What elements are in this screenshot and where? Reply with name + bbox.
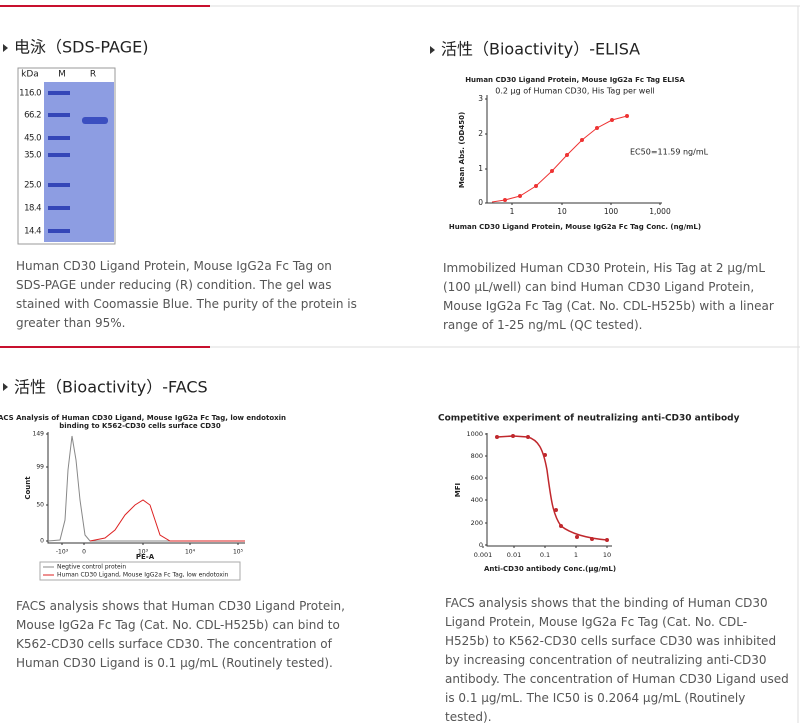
- x-tick-label: 0.01: [507, 551, 521, 559]
- marker-label: 25.0: [24, 181, 41, 191]
- legend-label: Human CD30 Ligand, Mouse IgG2a Fc Tag, l…: [57, 572, 229, 579]
- heading: 活性（Bioactivity）-FACS: [14, 378, 208, 397]
- x-tick-label: 0.1: [540, 551, 550, 559]
- lane-label: kDa: [21, 70, 39, 80]
- legend-label: Negtive control protein: [57, 564, 126, 571]
- lane-label: M: [58, 70, 66, 80]
- axes: [486, 433, 612, 547]
- marker-label: 66.2: [24, 111, 41, 121]
- lane-label: R: [90, 70, 96, 80]
- x-tick-label: 10: [557, 207, 567, 216]
- x-tick-label: 0.001: [474, 551, 493, 559]
- y-tick-label: 400: [471, 496, 483, 504]
- y-tick-label: 0: [479, 541, 483, 549]
- x-tick-label: -10³: [56, 549, 69, 556]
- chart-title: FACS Analysis of Human CD30 Ligand, Mous…: [0, 414, 286, 422]
- x-tick-label: 10³: [138, 549, 149, 556]
- bullet: [3, 383, 8, 391]
- description: Human CD30 Ligand Protein, Mouse IgG2a F…: [16, 259, 357, 330]
- curve: [496, 435, 608, 541]
- description: FACS analysis shows that the binding of …: [445, 596, 789, 723]
- marker-band: [48, 206, 70, 210]
- marker-band: [48, 183, 70, 187]
- x-tick-label: 0: [82, 549, 86, 556]
- heading: 电泳（SDS-PAGE): [14, 38, 148, 57]
- axes: [47, 432, 245, 544]
- x-axis-label: PE-A: [136, 553, 155, 561]
- gel-band: [82, 117, 108, 124]
- marker-band: [48, 229, 70, 233]
- curve: [491, 115, 628, 203]
- chart-title: Human CD30 Ligand Protein, Mouse IgG2a F…: [465, 76, 685, 84]
- marker-band: [48, 91, 70, 95]
- legend: [39, 561, 241, 581]
- y-tick-label: 2: [478, 129, 483, 138]
- marker-band: [48, 136, 70, 140]
- marker-label: 18.4: [24, 204, 41, 214]
- x-axis-label: Anti-CD30 antibody Conc.(μg/mL): [484, 565, 616, 573]
- marker-band: [48, 113, 70, 117]
- x-axis-label: Human CD30 Ligand Protein, Mouse IgG2a F…: [449, 223, 701, 231]
- heading: 活性（Bioactivity）-ELISA: [441, 40, 640, 59]
- x-tick-label: 100: [604, 207, 619, 216]
- y-axis-label: Count: [24, 476, 32, 500]
- marker-label: 45.0: [24, 134, 41, 144]
- y-tick-label: 1000: [466, 430, 483, 438]
- y-tick-label: 200: [471, 519, 483, 527]
- y-axis-label: MFI: [454, 483, 462, 497]
- chart-subtitle: 0.2 μg of Human CD30, His Tag per well: [495, 87, 654, 96]
- y-tick-label: 99: [36, 464, 44, 471]
- marker-label: 14.4: [24, 227, 41, 237]
- marker-label: 116.0: [19, 89, 41, 99]
- x-tick-label: 10⁴: [185, 549, 196, 556]
- y-tick-label: 149: [33, 431, 45, 438]
- histogram: [89, 499, 245, 542]
- y-tick-label: 800: [471, 452, 483, 460]
- marker-label: 35.0: [24, 151, 41, 161]
- x-tick-label: 1,000: [649, 207, 671, 216]
- x-tick-label: 10: [603, 551, 611, 559]
- y-tick-label: 3: [478, 94, 483, 103]
- y-tick-label: 0: [478, 198, 483, 207]
- x-tick-label: 10⁵: [233, 549, 244, 556]
- bullet: [430, 46, 435, 54]
- description: FACS analysis shows that Human CD30 Liga…: [16, 599, 345, 670]
- x-tick-label: 1: [574, 551, 578, 559]
- chart-title: binding to K562-CD30 cells surface CD30: [59, 422, 221, 430]
- annotation: EC50=11.59 ng/mL: [630, 148, 709, 157]
- marker-band: [48, 153, 70, 157]
- y-tick-label: 1: [478, 164, 483, 173]
- y-axis-label: Mean Abs. (OD450): [458, 112, 466, 188]
- bullet: [3, 44, 8, 52]
- x-tick-label: 1: [510, 207, 515, 216]
- chart-title: Competitive experiment of neutralizing a…: [438, 414, 740, 424]
- y-tick-label: 0: [40, 538, 44, 545]
- y-tick-label: 600: [471, 474, 483, 482]
- histogram: [47, 435, 245, 542]
- gel: [44, 82, 114, 242]
- description: Immobilized Human CD30 Protein, His Tag …: [443, 261, 774, 332]
- y-tick-label: 50: [36, 502, 44, 509]
